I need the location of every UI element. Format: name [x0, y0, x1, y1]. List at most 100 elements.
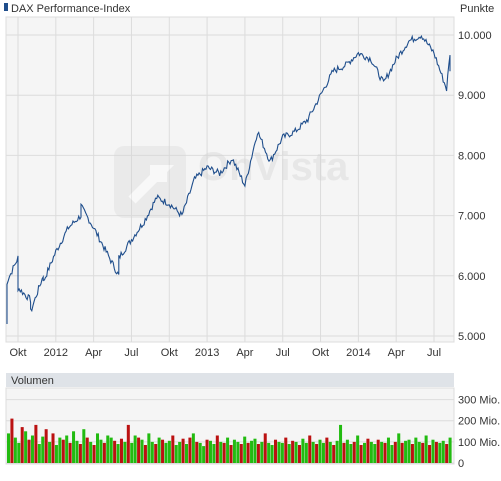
volume-bar — [373, 444, 377, 463]
x-tick-label: Okt — [9, 347, 26, 359]
volume-bar — [161, 439, 165, 463]
x-tick-label: 2012 — [44, 347, 68, 359]
volume-bar — [48, 441, 52, 463]
volume-bar — [51, 433, 55, 463]
volume-bar — [260, 441, 264, 463]
y-tick-label: 9.000 — [458, 90, 486, 102]
volume-bar — [386, 437, 390, 463]
y-tick-label: 5.000 — [458, 331, 486, 343]
volume-bar — [222, 442, 226, 463]
volume-bars — [7, 418, 452, 463]
volume-bar — [380, 441, 384, 463]
dax-line-series — [6, 34, 451, 324]
volume-bar — [410, 444, 414, 463]
volume-bar — [438, 442, 442, 463]
volume-bar — [24, 431, 28, 463]
volume-bar — [431, 439, 435, 463]
volume-bar — [226, 437, 230, 463]
volume-bar — [424, 435, 428, 463]
volume-bar — [270, 445, 274, 463]
x-axis-ticks: Okt 2012 Apr Jul Okt 2013 Apr Jul Okt 2014 Apr Jul — [9, 347, 441, 359]
volume-bar — [250, 440, 254, 463]
volume-bar — [157, 437, 161, 463]
volume-bar — [356, 435, 360, 463]
volume-bar — [383, 442, 387, 463]
volume-bar — [7, 433, 11, 463]
volume-bar — [448, 437, 452, 463]
volume-bar — [342, 442, 346, 463]
volume-bar — [301, 438, 305, 463]
y-tick-label: 8.000 — [458, 150, 486, 162]
volume-bar — [321, 442, 325, 463]
watermark-arrow-mark — [128, 165, 175, 204]
chart-title: DAX Performance-Index — [11, 3, 131, 15]
volume-bar — [147, 433, 151, 463]
volume-bar — [27, 439, 31, 463]
volume-bar — [284, 437, 288, 463]
watermark-text: OnVista — [198, 145, 349, 189]
volume-bar — [369, 441, 373, 463]
volume-bar — [202, 446, 206, 463]
volume-bar — [308, 435, 312, 463]
dax-line — [6, 34, 451, 324]
volume-bar — [82, 429, 86, 463]
volume-bar — [65, 435, 69, 463]
volume-bar — [229, 445, 233, 463]
volume-bar — [61, 439, 65, 463]
y-tick-label: 10.000 — [458, 30, 492, 42]
volume-bar — [325, 437, 329, 463]
volume-bar — [441, 440, 445, 463]
volume-bar — [366, 438, 370, 463]
volume-bar — [345, 439, 349, 463]
volume-bar — [116, 444, 120, 463]
volume-bar — [154, 444, 158, 463]
volume-tick-label: 0 — [458, 458, 464, 470]
volume-title: Volumen — [11, 375, 54, 387]
volume-bar — [263, 433, 267, 463]
volume-bar — [397, 433, 401, 463]
volume-bar — [41, 436, 45, 463]
volume-bar — [140, 439, 144, 463]
volume-bar — [89, 441, 93, 463]
x-tick-label: Apr — [388, 347, 405, 359]
volume-axis-ticks: 0 100 Mio. 200 Mio. 300 Mio. — [458, 395, 500, 470]
volume-bar — [150, 441, 154, 463]
volume-bar — [181, 438, 185, 463]
volume-bar — [119, 438, 123, 463]
volume-bar — [37, 444, 41, 463]
volume-bar — [434, 441, 438, 463]
volume-bar — [215, 435, 219, 463]
volume-bar — [126, 424, 130, 463]
volume-bar — [253, 438, 257, 463]
volume-bar — [78, 444, 82, 463]
volume-bar — [236, 441, 240, 463]
volume-bar — [335, 440, 339, 463]
volume-bar — [20, 427, 24, 463]
volume-bar — [428, 445, 432, 463]
volume-bar — [232, 439, 236, 463]
volume-bar — [185, 444, 189, 463]
volume-bar — [123, 441, 127, 463]
volume-bar — [311, 441, 315, 463]
volume-bar — [167, 440, 171, 463]
volume-bar — [85, 437, 89, 463]
volume-bar — [404, 440, 408, 463]
volume-bar — [171, 435, 175, 463]
volume-bar — [92, 445, 96, 463]
x-tick-label: Jul — [427, 347, 441, 359]
main-plot-area — [5, 16, 455, 343]
volume-bar — [352, 441, 356, 463]
volume-bar — [328, 441, 332, 463]
volume-bar — [287, 444, 291, 463]
volume-bar — [113, 440, 117, 463]
volume-bar — [294, 441, 298, 463]
volume-bar — [30, 435, 34, 463]
volume-bar — [315, 444, 319, 463]
watermark: OnVista — [114, 145, 349, 218]
volume-bar — [178, 441, 182, 463]
volume-bar — [13, 437, 17, 463]
volume-bar — [393, 441, 397, 463]
volume-bar — [137, 437, 141, 463]
volume-bar — [291, 440, 295, 463]
volume-bar — [72, 431, 76, 463]
